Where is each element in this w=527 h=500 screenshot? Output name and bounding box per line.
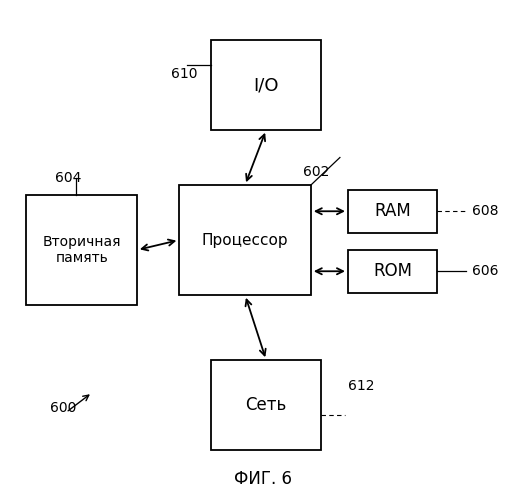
Text: 610: 610 [171,67,198,81]
Text: Процессор: Процессор [202,232,288,248]
Text: 602: 602 [303,166,329,179]
Bar [26,195,137,305]
Text: 600: 600 [50,400,76,414]
Text: I/O: I/O [253,76,279,94]
Text: ROM: ROM [373,262,412,280]
Text: RAM: RAM [374,202,411,220]
Text: Вторичная
память: Вторичная память [43,235,121,265]
Text: 608: 608 [472,204,498,218]
Text: Сеть: Сеть [246,396,287,414]
Bar [211,360,321,450]
Bar [211,40,321,130]
Bar [348,250,437,292]
Bar [348,190,437,232]
Bar [179,185,311,295]
Text: 612: 612 [348,379,374,393]
Text: 606: 606 [472,264,498,278]
Text: ФИГ. 6: ФИГ. 6 [235,470,292,488]
Text: 604: 604 [55,170,82,184]
